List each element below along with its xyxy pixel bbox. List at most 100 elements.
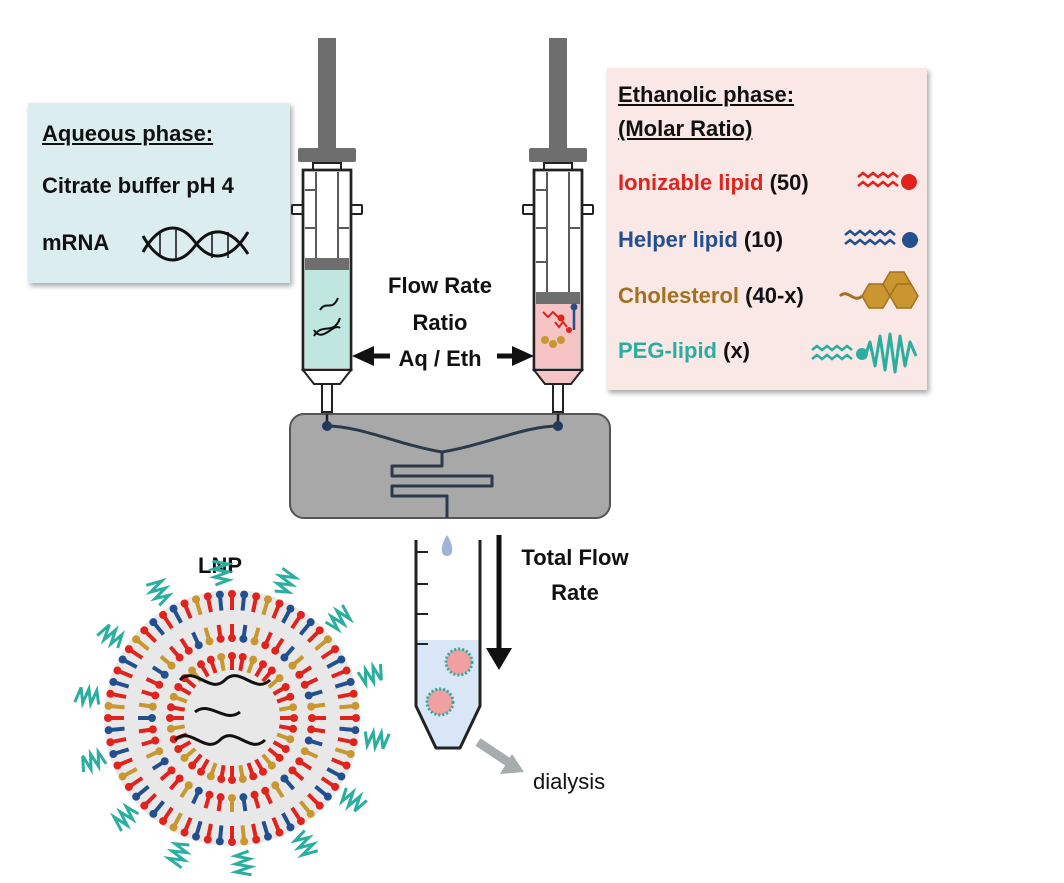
lipid-head bbox=[263, 595, 272, 604]
lipid-head bbox=[280, 774, 289, 783]
lipid-head bbox=[203, 835, 212, 844]
lipid-head bbox=[169, 823, 178, 832]
lipid-head bbox=[151, 691, 160, 700]
lipid-head bbox=[106, 738, 115, 747]
mrna-icon bbox=[141, 226, 250, 262]
lipid-head bbox=[113, 761, 122, 770]
lipid-head bbox=[351, 726, 360, 735]
lipid-head bbox=[288, 661, 297, 670]
lipid-head bbox=[149, 618, 158, 627]
lipid-head bbox=[188, 761, 197, 770]
total-flow-line1: Total Flow bbox=[521, 545, 629, 570]
lipid-head bbox=[149, 809, 158, 818]
peg-chain bbox=[163, 841, 192, 870]
lipid-head bbox=[263, 832, 272, 841]
lipid-head bbox=[192, 595, 201, 604]
tube-lnp-particle bbox=[425, 687, 455, 717]
lipid-head bbox=[275, 599, 284, 608]
droplet-icon bbox=[441, 535, 453, 556]
peg-chain bbox=[363, 726, 391, 753]
collection-tube bbox=[414, 535, 482, 750]
lipid-head bbox=[184, 646, 193, 655]
ethanolic-phase-title: Ethanolic phase: bbox=[618, 82, 795, 107]
lipid-head bbox=[300, 680, 309, 689]
left-plunger-rod bbox=[318, 38, 336, 150]
lipid-head bbox=[307, 725, 316, 734]
lipid-head bbox=[342, 761, 351, 770]
lipid-head bbox=[192, 832, 201, 841]
total-flow-arrow bbox=[486, 535, 512, 670]
cholesterol-row: Cholesterol (40-x) bbox=[618, 283, 804, 309]
lipid-head bbox=[286, 692, 295, 701]
lipid-head bbox=[148, 714, 156, 722]
peg-chain bbox=[229, 849, 257, 877]
lipid-head bbox=[216, 793, 225, 802]
lipid-head bbox=[228, 634, 236, 642]
lipid-head bbox=[289, 724, 298, 733]
lipid-head bbox=[166, 703, 175, 712]
lipid-head bbox=[239, 793, 248, 802]
lipid-head bbox=[308, 714, 316, 722]
lipid-head bbox=[286, 823, 295, 832]
lipid-head bbox=[315, 801, 324, 810]
lipid-head bbox=[349, 738, 358, 747]
lipid-head bbox=[140, 801, 149, 810]
lipid-head bbox=[169, 604, 178, 613]
peg-chain bbox=[73, 683, 101, 710]
lipid-head bbox=[166, 714, 174, 722]
flow-rate-line1: Flow Rate bbox=[388, 273, 492, 298]
lipid-head bbox=[228, 590, 236, 598]
ethanolic-syringe bbox=[522, 38, 594, 428]
lipid-head bbox=[267, 761, 276, 770]
lipid-head bbox=[275, 828, 284, 837]
lipid-head bbox=[280, 653, 289, 662]
lipid-head bbox=[304, 736, 313, 745]
lipid-head bbox=[169, 692, 178, 701]
lipid-head bbox=[252, 592, 261, 601]
lipid-head bbox=[188, 666, 197, 675]
lipid-head bbox=[206, 772, 215, 781]
lipid-head bbox=[205, 790, 214, 799]
aqueous-solution bbox=[305, 268, 349, 368]
lipid-head bbox=[290, 714, 298, 722]
peg-chain bbox=[272, 566, 301, 595]
lipid-head bbox=[261, 641, 270, 650]
cholesterol-name: Cholesterol bbox=[618, 283, 740, 308]
lipid-head bbox=[286, 604, 295, 613]
lipid-head bbox=[159, 817, 168, 826]
ethanolic-phase-box bbox=[607, 68, 927, 390]
lipid-head bbox=[118, 655, 127, 664]
lipid-head bbox=[174, 683, 183, 691]
lipid-head bbox=[259, 660, 267, 669]
cholesterol-ratio: (40-x) bbox=[745, 283, 804, 308]
citrate-buffer-label: Citrate buffer pH 4 bbox=[42, 173, 234, 198]
lipid-head bbox=[132, 635, 141, 644]
microfluidic-chip bbox=[289, 413, 611, 519]
lipid-head bbox=[289, 703, 298, 712]
lipid-head bbox=[240, 837, 249, 846]
peg-chain bbox=[290, 829, 319, 859]
peg-chain bbox=[207, 559, 235, 587]
lipid-head bbox=[216, 634, 225, 643]
lipid-head bbox=[275, 674, 284, 683]
lipid-head bbox=[337, 772, 346, 781]
molar-ratio-subtitle: (Molar Ratio) bbox=[618, 116, 753, 141]
lipid-head bbox=[238, 652, 247, 661]
peg-lipid-icon bbox=[811, 332, 918, 374]
lipid-head bbox=[167, 661, 176, 670]
lipid-head bbox=[166, 724, 175, 733]
dialysis-label: dialysis bbox=[533, 769, 606, 794]
lipid-head bbox=[155, 680, 164, 689]
lipid-head bbox=[104, 726, 113, 735]
lipid-head bbox=[351, 701, 360, 710]
lipid-head bbox=[205, 637, 214, 646]
aqueous-phase-title: Aqueous phase: bbox=[42, 121, 214, 146]
mrna-strand bbox=[173, 734, 267, 746]
lipid-head bbox=[160, 757, 169, 766]
peg-lipid-ratio: (x) bbox=[723, 338, 751, 363]
lipid-head bbox=[109, 749, 118, 758]
peg-chain bbox=[109, 802, 140, 832]
lipid-head bbox=[197, 660, 205, 669]
lipid-head bbox=[109, 678, 118, 687]
lipid-head bbox=[217, 775, 226, 784]
